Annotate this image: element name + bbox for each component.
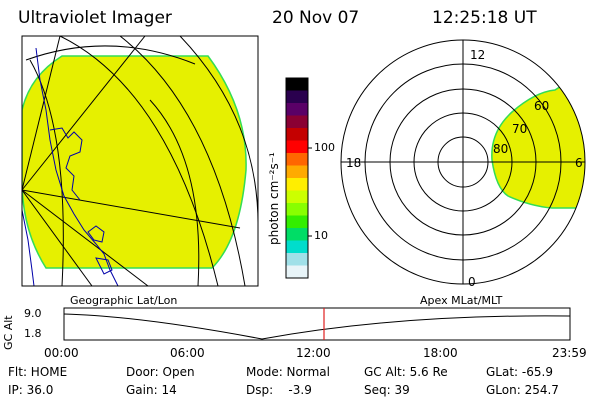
flight-status: Flt: HOME xyxy=(8,365,68,379)
colorbar-tick-10: 10 xyxy=(314,229,328,242)
colorbar-segment xyxy=(286,178,308,191)
geographic-caption: Geographic Lat/Lon xyxy=(70,294,178,307)
color-scale xyxy=(285,77,312,279)
time-tick-1800: 18:00 xyxy=(423,346,458,360)
colorbar-segment xyxy=(286,228,308,241)
mlat-label-60: 60 xyxy=(534,99,549,113)
coastline xyxy=(22,47,119,286)
observation-time: 12:25:18 UT xyxy=(432,8,537,28)
geo-longitude: GLon: 254.7 xyxy=(486,383,559,397)
instrument-title: Ultraviolet Imager xyxy=(18,8,172,28)
colorbar-unit-label: photon cm⁻²s⁻¹ xyxy=(267,152,281,245)
time-tick-0600: 06:00 xyxy=(170,346,205,360)
observation-date: 20 Nov 07 xyxy=(272,8,360,28)
mode-status: Mode: Normal xyxy=(246,365,330,379)
mlt-label-12: 12 xyxy=(470,48,485,62)
ip-value: IP: 36.0 xyxy=(8,383,54,397)
colorbar-segment xyxy=(286,153,308,166)
colorbar-segment xyxy=(286,265,308,279)
colorbar-segment xyxy=(286,203,308,216)
apex-caption: Apex MLat/MLT xyxy=(420,294,503,307)
colorbar-segment xyxy=(286,128,308,141)
altitude-trace xyxy=(63,313,571,340)
colorbar-segment xyxy=(286,115,308,129)
geographic-image xyxy=(21,35,259,287)
colorbar-segment xyxy=(286,253,308,266)
gain-value: Gain: 14 xyxy=(126,383,177,397)
aurora-region-polar xyxy=(491,68,585,209)
dsp-value: Dsp: -3.9 xyxy=(246,383,312,397)
mlat-label-80: 80 xyxy=(493,142,508,156)
gc-altitude: GC Alt: 5.6 Re xyxy=(364,365,448,379)
mlt-label-0: 0 xyxy=(468,275,476,289)
colorbar-segment xyxy=(286,103,308,116)
time-tick-0000: 00:00 xyxy=(44,346,79,360)
time-tick-1200: 12:00 xyxy=(296,346,331,360)
geo-latitude: GLat: -65.9 xyxy=(486,365,553,379)
colorbar-segment xyxy=(286,140,308,154)
door-status: Door: Open xyxy=(126,365,195,379)
colorbar-segment xyxy=(286,215,308,229)
sequence-number: Seq: 39 xyxy=(364,383,410,397)
mlat-label-70: 70 xyxy=(512,122,527,136)
colorbar-segment xyxy=(286,165,308,179)
colorbar-tick-100: 100 xyxy=(314,141,335,154)
colorbar-segment xyxy=(286,78,308,91)
aurora-region-geo xyxy=(22,55,247,269)
colorbar-segment xyxy=(286,240,308,254)
polar-mlat-mlt-plot: 12 18 6 0 60 70 80 xyxy=(340,39,586,289)
mlt-label-18: 18 xyxy=(346,156,361,170)
altitude-tick-high: 9.0 xyxy=(24,307,42,320)
altitude-tick-low: 1.8 xyxy=(24,327,42,340)
lat-lon-grid xyxy=(22,36,258,286)
polar-grid xyxy=(340,39,586,285)
altitude-strip xyxy=(63,307,571,341)
colorbar-segment xyxy=(286,190,308,204)
time-tick-2359: 23:59 xyxy=(552,346,587,360)
colorbar-segment xyxy=(286,90,308,104)
mlt-label-6: 6 xyxy=(575,156,583,170)
